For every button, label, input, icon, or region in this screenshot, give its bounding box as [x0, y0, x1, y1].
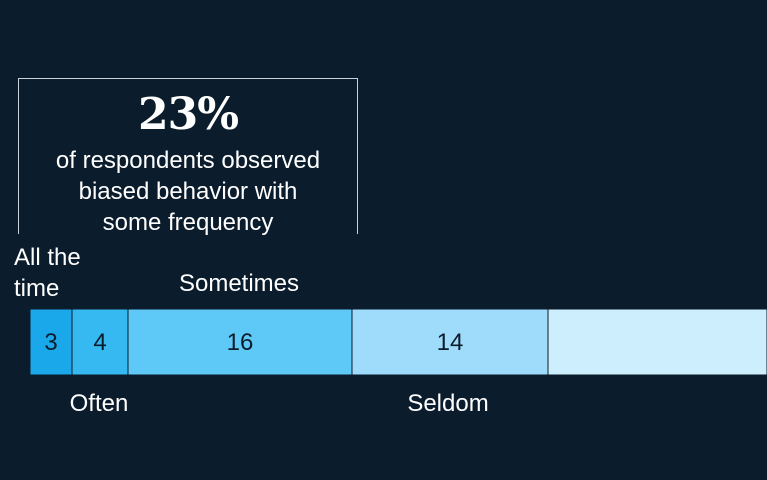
bar-segment-seldom: [351, 308, 549, 376]
data-label: 14: [437, 329, 464, 356]
data-label: 16: [227, 329, 254, 356]
category-label-line: All the: [14, 244, 81, 271]
summary-stat: 23%: [137, 89, 239, 140]
summary-text: of respondents observed biased behavior …: [19, 145, 357, 238]
summary-text-line: biased behavior with: [78, 178, 298, 205]
summary-text-line: of respondents observed: [55, 147, 321, 174]
bar-segment-sometimes: [127, 308, 353, 376]
category-label-often: Often: [69, 390, 129, 417]
bar-segment-often: [71, 308, 129, 376]
category-label-line: time: [14, 275, 60, 302]
summary-callout: 23% of respondents observed biased behav…: [18, 78, 358, 236]
data-label: 4: [93, 329, 106, 356]
category-label-seldom: Seldom: [407, 390, 489, 417]
category-label-sometimes: Sometimes: [178, 270, 300, 297]
summary-text-line: some frequency: [102, 209, 274, 236]
bar-segment-all-the-time: [29, 308, 73, 376]
data-label: 3: [44, 329, 57, 356]
bar-segment-never: [547, 308, 767, 376]
category-label-all-the-time: All the time: [14, 242, 81, 304]
